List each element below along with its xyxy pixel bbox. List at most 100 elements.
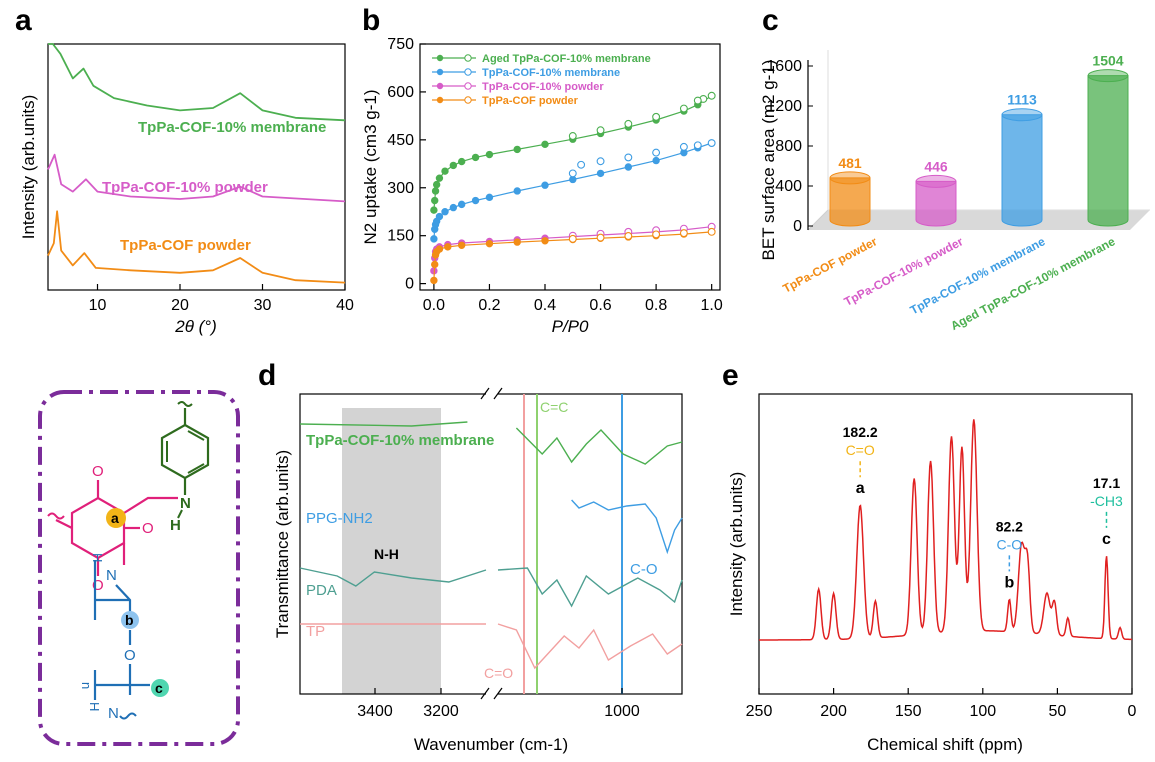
panel-b-adsorption-point	[513, 238, 521, 246]
panel-b-adsorption-point	[541, 181, 549, 189]
panel-a-series-label-powder: TpPa-COF powder	[120, 237, 251, 254]
vinyl-bond	[123, 496, 178, 514]
panel-b-desorption-point	[624, 153, 633, 162]
panel-b-y-tick-label: 750	[387, 36, 414, 53]
panel-a-x-tick-label: 10	[89, 297, 107, 314]
panel-b-x-tick-label: 0.6	[589, 297, 611, 314]
atom-h-label: H	[170, 517, 181, 534]
panel-e-peak-value: 17.1	[1093, 475, 1120, 491]
panel-b-x-tick-label: 0.2	[478, 297, 500, 314]
benzene-bond	[187, 430, 205, 441]
panel-b-desorption-point	[568, 234, 577, 243]
wavy-bond-icon	[47, 512, 65, 520]
panel-b-x-tick-label: 0.0	[423, 297, 445, 314]
wavy-bond-icon	[177, 401, 193, 407]
panel-b-legend-marker-filled	[436, 68, 444, 76]
panel-e-group-label: C=O	[846, 442, 875, 458]
panel-b-isotherm-chart: 0.0 0.2 0.4 0.6 0.8 1.0 0 150 300 450 600 750 Aged …	[361, 36, 723, 336]
panel-c-bar-3	[1087, 75, 1129, 227]
atom-o-label: O	[142, 520, 154, 537]
panel-e-peak-letter: c	[1102, 531, 1111, 548]
marker-label-n-h: N-H	[374, 546, 399, 562]
benzene-bond	[187, 463, 205, 474]
panel-b-frame	[419, 43, 721, 291]
atom-h-label: H	[87, 702, 102, 711]
vinyl-bond	[55, 519, 73, 529]
panel-a-x-tick-label: 20	[171, 297, 189, 314]
panel-e-peak-value: 182.2	[843, 424, 878, 440]
axis-break-gap	[486, 388, 498, 700]
panel-c-value-label: 1113	[1007, 92, 1037, 108]
panel-c-bar-2	[1001, 114, 1043, 227]
panel-b-legend-marker-open	[464, 54, 472, 62]
panel-e-y-axis-label: Intensity (arb.units)	[727, 472, 746, 617]
panel-e-group-label: C-O	[997, 536, 1023, 552]
panel-c-y-tick-label: 0	[793, 218, 802, 235]
panel-c-floor	[808, 210, 1150, 230]
panel-b-legend-marker-filled	[436, 82, 444, 90]
panel-d-series-line-right-0	[515, 427, 683, 465]
marker-a-label: a	[111, 510, 119, 526]
panel-c-bar-top-1	[915, 174, 957, 188]
panel-b-adsorption-point	[449, 203, 458, 212]
chemical-structure-diagram: N H O O O a N H b O n c N H	[38, 390, 240, 746]
marker-c-circle	[151, 679, 169, 697]
panel-e-peak-value: 82.2	[996, 518, 1023, 534]
wavy-bond-icon	[119, 712, 137, 720]
panel-e-peak-letter: a	[856, 480, 865, 497]
panel-b-y-tick-label: 0	[405, 276, 414, 293]
panel-b-desorption-point	[596, 233, 605, 242]
marker-a-circle	[106, 508, 126, 528]
panel-b-x-axis-label: P/P0	[552, 317, 589, 336]
panel-label-c: c	[762, 4, 779, 37]
panel-b-desorption-point	[577, 160, 586, 169]
atom-o-label: O	[92, 463, 104, 480]
panel-b-adsorption-point	[652, 156, 660, 165]
panel-d-series-label-tp: TP	[306, 623, 325, 640]
panel-d-series-label-membrane: TpPa-COF-10% membrane	[306, 432, 494, 449]
panel-b-adsorption-point	[457, 200, 466, 209]
panel-b-y-tick-label: 600	[387, 84, 414, 101]
panel-b-adsorption-point	[430, 206, 438, 214]
panel-d-series-line-left-2	[299, 567, 487, 587]
panel-b-adsorption-point	[541, 237, 549, 245]
marker-c-label: c	[155, 680, 163, 696]
panel-b-adsorption-point	[430, 276, 438, 285]
panel-a-series-label-10-powder: TpPa-COF-10% powder	[102, 179, 268, 196]
panel-b-legend-marker-open	[464, 96, 472, 104]
panel-b-desorption-point	[652, 230, 661, 239]
panel-b-adsorption-point	[513, 145, 521, 154]
panel-d-x-axis-label: Wavenumber (cm-1)	[414, 735, 568, 754]
panel-b-legend-marker-filled	[436, 54, 444, 62]
panel-b-desorption-point	[596, 126, 605, 135]
panel-d-series-line-right-3	[497, 623, 683, 670]
panel-c-bar-0	[829, 177, 871, 227]
panel-a-series-line-2	[47, 210, 346, 284]
panel-b-adsorption-point	[435, 245, 444, 253]
panel-b-adsorption-point	[435, 212, 444, 221]
panel-d-x-tick-label: 3400	[357, 703, 393, 720]
panel-e-nmr-chart: 250 200 150 100 50 0 182.2 C=O a 82.2 C-O b 17.1 -CH…	[727, 393, 1137, 754]
panel-b-adsorption-point	[432, 180, 441, 189]
panel-b-desorption-point	[707, 91, 716, 100]
panel-a-frame	[47, 43, 346, 291]
panel-b-adsorption-point	[431, 187, 440, 195]
triketone-ring	[70, 496, 126, 560]
panel-b-adsorption-point	[430, 235, 438, 243]
panel-c-y-tick-label: 1600	[766, 58, 802, 75]
panel-e-x-tick-label: 200	[820, 703, 847, 720]
panel-b-desorption-point	[693, 96, 702, 105]
panel-d-x-tick-label: 1000	[604, 703, 640, 720]
atom-n-label: N	[106, 567, 117, 584]
panel-b-adsorption-line-0	[433, 95, 713, 211]
panel-e-frame	[758, 393, 1133, 695]
panel-b-y-tick-label: 150	[387, 228, 414, 245]
panel-d-series-label-ppg: PPG-NH2	[306, 510, 373, 527]
marker-b-label: b	[125, 612, 134, 628]
panel-c-bar-1	[915, 180, 957, 227]
marker-label-c-o: C-O	[630, 561, 658, 578]
panel-b-adsorption-point	[431, 196, 439, 205]
panel-a-y-axis-label: Intensity (arb.units)	[19, 95, 38, 240]
panel-a-x-axis-label: 2θ (°)	[174, 317, 217, 336]
atom-n-label: N	[108, 705, 119, 722]
